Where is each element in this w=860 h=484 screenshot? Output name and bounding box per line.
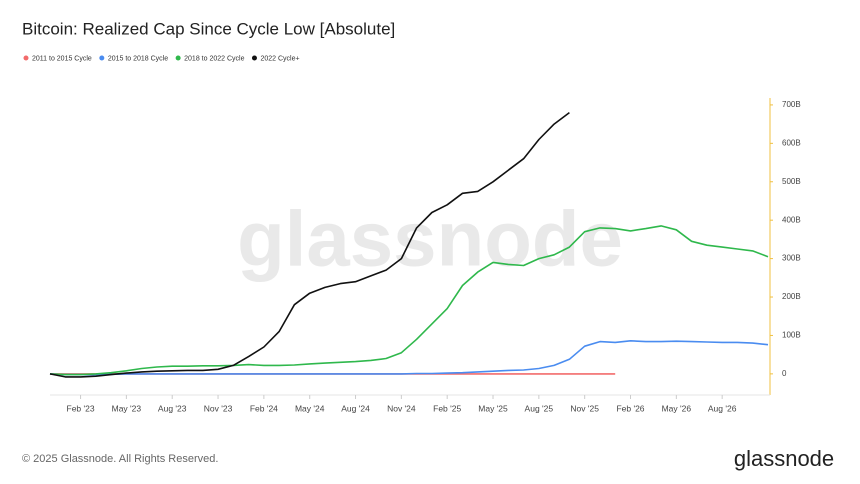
series-line <box>49 225 769 376</box>
legend-label: 2015 to 2018 Cycle <box>108 55 168 62</box>
y-tick-label: 100B <box>782 331 801 340</box>
plot-area: 0 100B 200B 300B 400B 500B 600B 700B Feb '23 May … <box>49 98 801 413</box>
x-tick-label: Aug '26 <box>708 403 737 413</box>
x-tick-label: May '26 <box>662 403 692 413</box>
x-tick-label: Feb '26 <box>616 403 644 413</box>
legend-marker <box>23 55 29 61</box>
legend: 2011 to 2015 Cycle 2015 to 2018 Cycle 2018… <box>23 55 300 62</box>
x-tick-label: Nov '24 <box>387 403 416 413</box>
y-tick-label: 300B <box>782 254 801 263</box>
legend-marker <box>251 55 257 61</box>
x-tick-label: Aug '25 <box>525 403 554 413</box>
legend-marker <box>175 55 181 61</box>
y-tick-label: 0 <box>782 369 787 378</box>
legend-marker <box>99 55 105 61</box>
x-tick-label: May '24 <box>295 403 325 413</box>
brand-logo: glassnode <box>734 446 834 471</box>
x-tick-label: Aug '24 <box>341 403 370 413</box>
legend-label: 2018 to 2022 Cycle <box>184 55 244 62</box>
x-tick-label: May '25 <box>478 403 508 413</box>
x-tick-label: Feb '23 <box>67 403 95 413</box>
series-line <box>49 111 570 378</box>
chart-title: Bitcoin: Realized Cap Since Cycle Low [A… <box>22 19 395 38</box>
y-tick-label: 500B <box>782 177 801 186</box>
footer: © 2025 Glassnode. All Rights Reserved. <box>22 453 218 465</box>
x-tick-label: Nov '23 <box>204 403 233 413</box>
watermark: glassnode <box>237 195 623 283</box>
y-tick-label: 200B <box>782 292 801 301</box>
series-line <box>49 340 769 376</box>
y-tick-label: 600B <box>782 138 801 147</box>
x-tick-label: May '23 <box>112 403 142 413</box>
legend-label: 2022 Cycle+ <box>260 55 299 62</box>
y-tick-label: 700B <box>782 100 801 109</box>
x-tick-label: Feb '25 <box>433 403 461 413</box>
x-tick-label: Nov '25 <box>570 403 599 413</box>
legend-label: 2011 to 2015 Cycle <box>32 55 92 62</box>
y-tick-label: 400B <box>782 215 801 224</box>
x-tick-label: Aug '23 <box>158 403 187 413</box>
x-tick-label: Feb '24 <box>250 403 278 413</box>
